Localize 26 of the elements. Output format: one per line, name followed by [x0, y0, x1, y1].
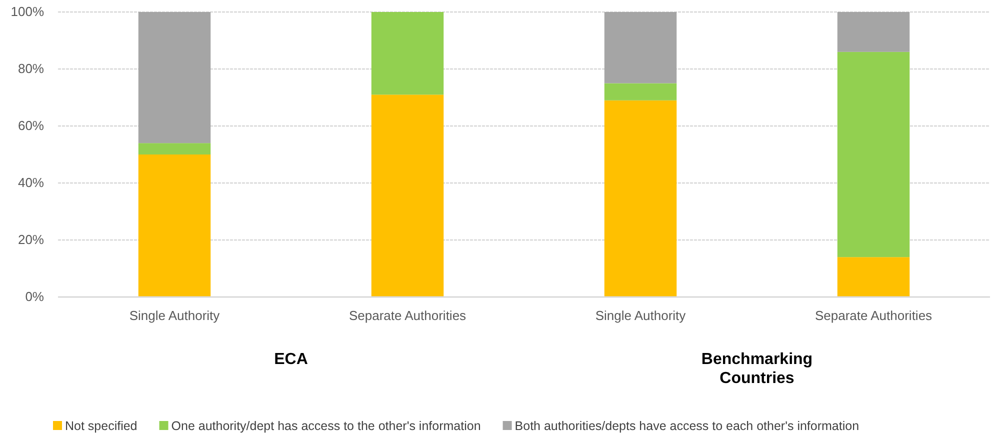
- bar: [604, 83, 677, 100]
- bar: [138, 12, 211, 144]
- bar: [138, 154, 211, 297]
- bar: [837, 12, 910, 52]
- bar: [604, 12, 677, 84]
- x-tick-label: Single Authority: [129, 308, 220, 324]
- legend-label: One authority/dept has access to the other's information: [171, 419, 481, 433]
- legend-label: Both authorities/depts have access to each other's information: [514, 419, 860, 433]
- y-tick-label: 100%: [10, 4, 44, 20]
- text: ECA: [274, 351, 308, 368]
- bar: [138, 143, 211, 154]
- bar: [837, 257, 910, 297]
- y-tick-label: 20%: [18, 232, 44, 248]
- x-tick-label: Separate Authorities: [348, 308, 467, 324]
- bar: [837, 52, 910, 258]
- y-tick-label: 80%: [18, 61, 44, 76]
- legend-label: Not specified: [65, 419, 138, 433]
- x-tick-label: Single Authority: [595, 308, 686, 324]
- x-tick-label: Separate Authorities: [814, 308, 933, 324]
- bar: [371, 94, 444, 297]
- text: Benchmarking Countries: [701, 351, 813, 387]
- bar: [604, 100, 677, 297]
- y-tick-label: 0%: [25, 289, 44, 304]
- y-tick-label: 60%: [18, 118, 44, 134]
- bar: [371, 12, 444, 95]
- y-tick-label: 40%: [18, 175, 44, 190]
